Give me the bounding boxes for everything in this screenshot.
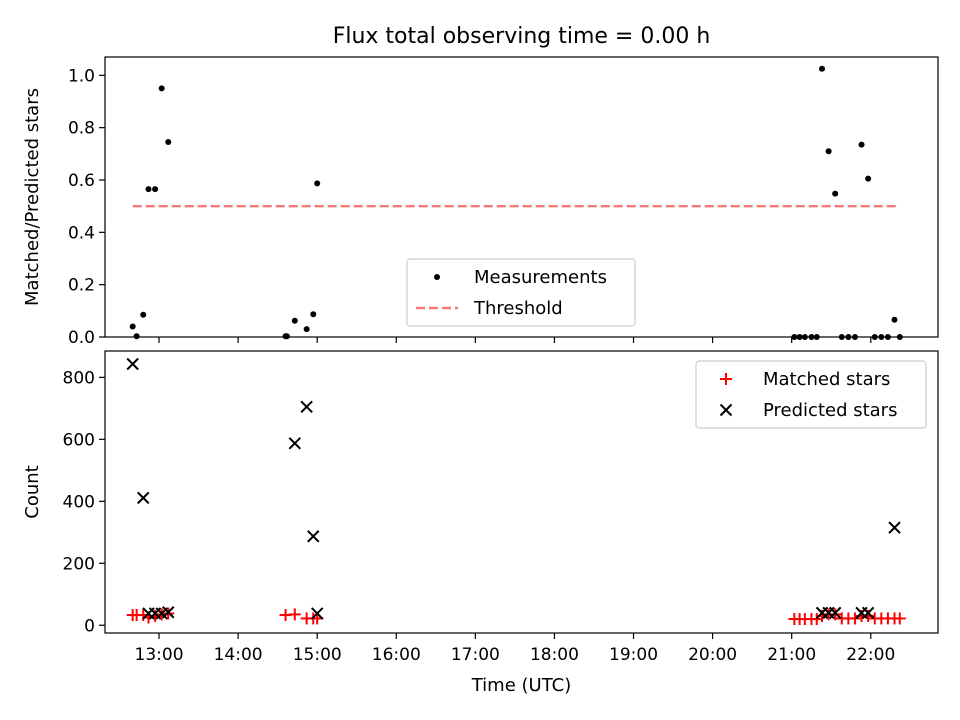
data-point bbox=[152, 186, 159, 193]
legend-marker bbox=[719, 403, 733, 417]
data-point bbox=[891, 316, 898, 323]
series-predicted-stars bbox=[126, 357, 901, 620]
y-tick-label: 0.6 bbox=[68, 171, 95, 191]
legend-marker bbox=[434, 274, 440, 280]
plot-frame bbox=[104, 350, 939, 634]
data-point bbox=[832, 190, 839, 197]
legend-box bbox=[406, 258, 636, 327]
data-point bbox=[819, 65, 826, 72]
legend-entry: Measurements bbox=[434, 267, 607, 288]
data-point bbox=[848, 612, 861, 625]
x-tick-label: 21:00 bbox=[767, 645, 816, 665]
legend-label: Threshold bbox=[473, 298, 563, 319]
y-tick-label: 0.4 bbox=[68, 223, 95, 243]
legend: Measurements Threshold bbox=[406, 258, 636, 327]
panel-top: Flux total observing time = 0.00 h 0.0 0.2… bbox=[22, 24, 939, 348]
y-tick-label: 600 bbox=[63, 430, 95, 450]
y-tick-label: 0.0 bbox=[68, 328, 95, 348]
data-point bbox=[893, 612, 906, 625]
data-point bbox=[133, 333, 140, 340]
x-tick-label: 22:00 bbox=[846, 645, 895, 665]
data-point bbox=[300, 400, 313, 413]
legend-entry: Predicted stars bbox=[719, 400, 897, 421]
data-point bbox=[858, 141, 865, 148]
x-b bbox=[288, 437, 302, 450]
data-point bbox=[137, 491, 150, 505]
x-b bbox=[300, 400, 313, 413]
legend-label: Matched stars bbox=[763, 369, 890, 390]
x-b bbox=[137, 491, 150, 505]
data-point bbox=[861, 606, 875, 620]
series-matched-stars bbox=[126, 607, 906, 626]
panel-bottom: 0 200 400 600 800 Count 13:00 14:00 15:00 16:00 17… bbox=[22, 350, 939, 696]
y-tick-label: 0.8 bbox=[68, 119, 95, 139]
x-tick-label: 15:00 bbox=[293, 645, 342, 665]
x-b bbox=[861, 606, 875, 620]
data-point bbox=[288, 608, 301, 621]
data-point bbox=[291, 317, 298, 324]
y-tick-label: 800 bbox=[63, 368, 95, 388]
legend-entry: Matched stars bbox=[720, 369, 890, 390]
legend-entry: Threshold bbox=[416, 298, 563, 319]
x-b bbox=[310, 607, 324, 620]
data-point bbox=[126, 357, 139, 371]
x-tick-label: 19:00 bbox=[609, 645, 658, 665]
x-tick-label: 17:00 bbox=[451, 645, 500, 665]
x-b bbox=[888, 521, 901, 534]
data-point bbox=[129, 323, 136, 330]
x-axis-label: Time (UTC) bbox=[471, 675, 572, 696]
data-point bbox=[140, 311, 147, 318]
x-b bbox=[307, 530, 320, 543]
chart-title: Flux total observing time = 0.00 h bbox=[333, 24, 711, 49]
data-point bbox=[162, 606, 175, 619]
y-tick-label: 0 bbox=[84, 616, 95, 636]
data-point bbox=[888, 521, 901, 534]
y-tick-label: 0.2 bbox=[68, 276, 95, 296]
data-point bbox=[145, 186, 152, 193]
plot-frame bbox=[104, 56, 939, 338]
legend-label: Measurements bbox=[474, 267, 607, 288]
y-axis-label: Count bbox=[22, 465, 43, 518]
legend-label: Predicted stars bbox=[763, 400, 897, 421]
data-point bbox=[283, 333, 290, 340]
legend-box bbox=[695, 360, 927, 429]
data-point bbox=[828, 606, 842, 620]
data-point bbox=[158, 85, 165, 92]
x-b bbox=[126, 357, 139, 371]
data-point bbox=[288, 437, 302, 450]
data-point bbox=[307, 530, 320, 543]
data-point bbox=[825, 148, 832, 155]
x-b bbox=[162, 606, 175, 619]
x-tick-label: 13:00 bbox=[135, 645, 184, 665]
data-point bbox=[865, 175, 872, 182]
y-tick-label: 1.0 bbox=[68, 66, 95, 86]
y-axis-label: Matched/Predicted stars bbox=[22, 88, 43, 306]
y-tick-label: 400 bbox=[63, 492, 95, 512]
legend: Matched stars Predicted stars bbox=[695, 360, 927, 429]
x-b bbox=[828, 606, 842, 620]
y-tick-label: 200 bbox=[63, 554, 95, 574]
x-tick-label: 16:00 bbox=[372, 645, 421, 665]
data-point bbox=[310, 607, 324, 620]
data-point bbox=[165, 139, 172, 146]
x-tick-label: 18:00 bbox=[530, 645, 579, 665]
data-point bbox=[310, 311, 317, 318]
x-tick-label: 20:00 bbox=[688, 645, 737, 665]
data-point bbox=[303, 326, 310, 333]
data-point bbox=[314, 180, 321, 187]
x-tick-label: 14:00 bbox=[214, 645, 263, 665]
